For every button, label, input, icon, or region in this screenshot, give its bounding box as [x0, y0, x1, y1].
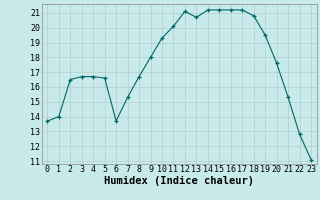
X-axis label: Humidex (Indice chaleur): Humidex (Indice chaleur) — [104, 176, 254, 186]
